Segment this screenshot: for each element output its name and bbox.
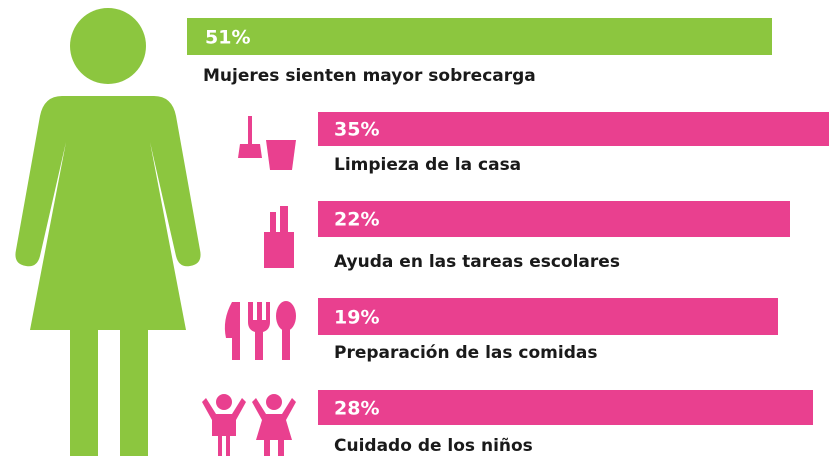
item-3: 28% Cuidado de los niños — [318, 390, 813, 456]
item-value: 35% — [334, 119, 379, 141]
woman-figure — [15, 8, 201, 456]
item-value: 28% — [334, 398, 379, 420]
header-value: 51% — [205, 27, 250, 49]
item-label: Ayuda en las tareas escolares — [334, 252, 620, 272]
item-value: 19% — [334, 307, 379, 329]
icon-cutlery — [224, 301, 296, 360]
item-label: Limpieza de la casa — [334, 155, 521, 175]
icon-cleaning — [238, 116, 296, 170]
item-value: 22% — [334, 209, 379, 231]
item-label: Cuidado de los niños — [334, 436, 533, 456]
header-label: Mujeres sienten mayor sobrecarga — [203, 66, 536, 86]
item-label: Preparación de las comidas — [334, 343, 597, 363]
item-0: 35% Limpieza de la casa — [318, 112, 829, 175]
icon-school — [264, 206, 294, 268]
item-1: 22% Ayuda en las tareas escolares — [318, 201, 790, 272]
item-bar — [318, 298, 778, 335]
item-bar — [318, 112, 829, 146]
header-bar — [187, 18, 772, 55]
icon-children — [202, 394, 296, 456]
item-2: 19% Preparación de las comidas — [318, 298, 778, 363]
item-bar — [318, 390, 813, 425]
item-bar — [318, 201, 790, 237]
